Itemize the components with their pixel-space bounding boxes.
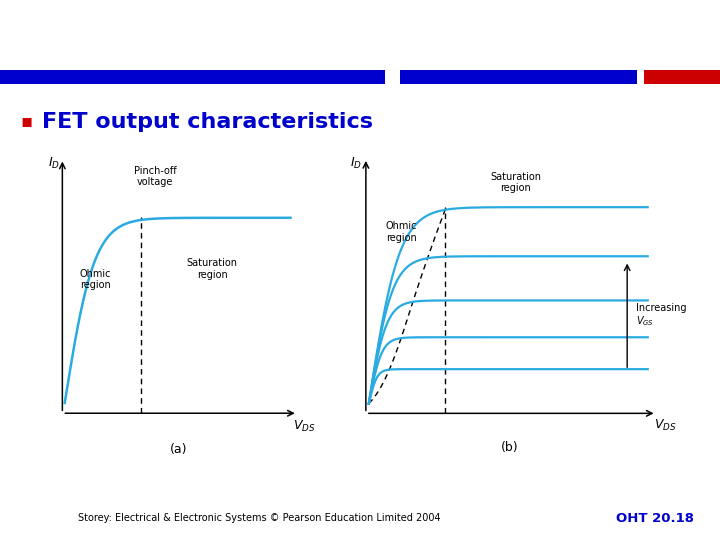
Text: $V_{DS}$: $V_{DS}$: [294, 418, 316, 434]
Text: FET output characteristics: FET output characteristics: [42, 111, 373, 132]
Text: OHT 20.18: OHT 20.18: [616, 512, 694, 525]
Text: Ohmic
region: Ohmic region: [80, 269, 112, 291]
Text: Storey: Electrical & Electronic Systems © Pearson Education Limited 2004: Storey: Electrical & Electronic Systems …: [78, 514, 441, 523]
Text: (a): (a): [170, 443, 188, 456]
Text: (b): (b): [501, 441, 518, 454]
Text: Pinch-off
voltage: Pinch-off voltage: [134, 166, 176, 187]
Text: ▪: ▪: [20, 112, 32, 131]
Text: Increasing
$V_{GS}$: Increasing $V_{GS}$: [636, 302, 686, 328]
Text: $I_D$: $I_D$: [48, 156, 60, 171]
Text: $I_D$: $I_D$: [350, 156, 361, 171]
Text: Saturation
region: Saturation region: [186, 259, 238, 280]
Text: Saturation
region: Saturation region: [490, 172, 541, 193]
Text: Ohmic
region: Ohmic region: [385, 221, 417, 242]
Text: $V_{DS}$: $V_{DS}$: [654, 418, 677, 433]
